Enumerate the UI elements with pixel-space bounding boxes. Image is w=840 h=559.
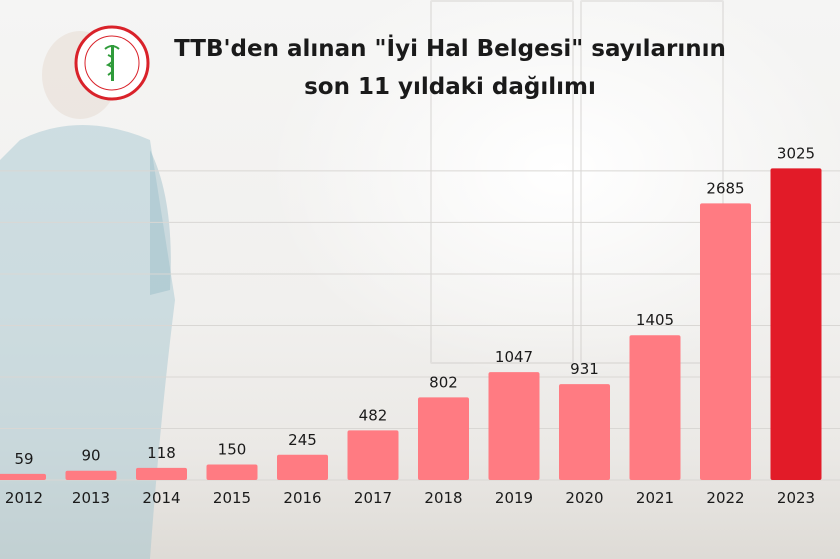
data-label-2015: 150 (218, 441, 247, 459)
bar-2015 (206, 464, 258, 480)
tick-label-2021: 2021 (636, 489, 674, 507)
bar-2020 (559, 384, 610, 480)
data-label-2020: 931 (570, 360, 599, 378)
bar-2016 (277, 454, 328, 480)
bar-2021 (629, 335, 681, 480)
data-label-2018: 802 (429, 373, 458, 391)
tick-label-2015: 2015 (213, 489, 251, 507)
bar-2019 (488, 372, 540, 480)
title-line-1: TTB'den alınan "İyi Hal Belgesi" sayılar… (174, 36, 726, 62)
bar-2018 (418, 397, 469, 480)
data-label-2019: 1047 (495, 348, 533, 366)
bar-2012 (0, 473, 46, 480)
data-labels: 59 90 118 150 245 482 802 1047 931 1405 2685 3025 (14, 144, 815, 468)
data-label-2013: 90 (81, 447, 100, 465)
tick-label-2012: 2012 (5, 489, 43, 507)
data-label-2021: 1405 (636, 311, 674, 329)
tick-label-2020: 2020 (565, 489, 603, 507)
data-label-2014: 118 (147, 444, 176, 462)
bar-2013 (65, 470, 117, 480)
bar-2017 (347, 430, 399, 480)
bar-2022 (700, 203, 751, 480)
data-label-2016: 245 (288, 431, 317, 449)
data-label-2012: 59 (14, 450, 33, 468)
chart-title: TTB'den alınan "İyi Hal Belgesi" sayılar… (150, 30, 750, 106)
data-label-2023: 3025 (777, 144, 815, 162)
data-label-2022: 2685 (706, 179, 744, 197)
ttb-logo (74, 25, 150, 101)
data-label-2017: 482 (359, 406, 388, 424)
x-axis-ticks: 2012 2013 2014 2015 2016 2017 2018 2019 2020 2021… (5, 489, 815, 507)
title-line-2: son 11 yıldaki dağılımı (304, 74, 596, 100)
tick-label-2023: 2023 (777, 489, 815, 507)
tick-label-2017: 2017 (354, 489, 392, 507)
tick-label-2022: 2022 (706, 489, 744, 507)
tick-label-2016: 2016 (283, 489, 321, 507)
tick-label-2019: 2019 (495, 489, 533, 507)
bar-2014 (136, 467, 187, 480)
bar-2023 (770, 168, 822, 481)
tick-label-2013: 2013 (72, 489, 110, 507)
tick-label-2018: 2018 (424, 489, 462, 507)
tick-label-2014: 2014 (142, 489, 180, 507)
bars (0, 168, 822, 481)
